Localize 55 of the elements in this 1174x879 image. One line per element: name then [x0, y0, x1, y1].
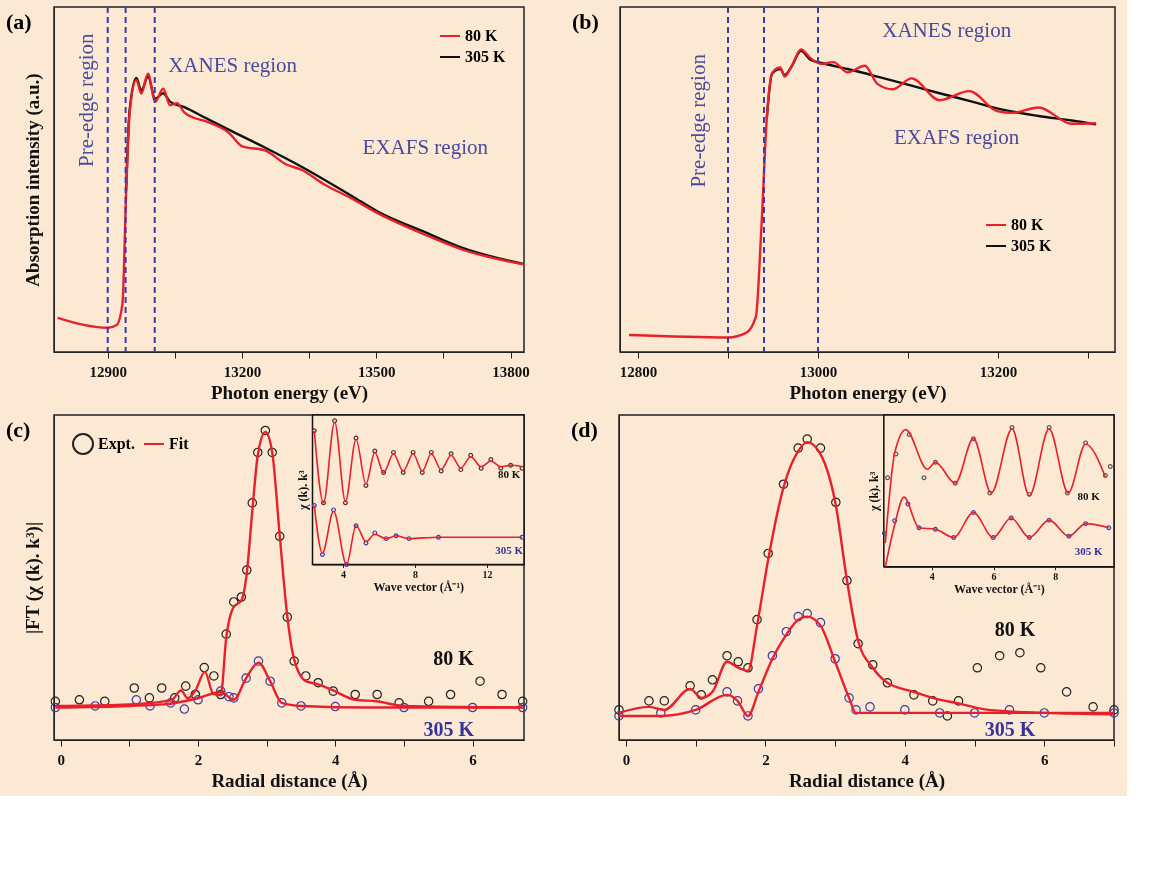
annotation: XANES region: [168, 52, 298, 77]
x-tick-label: 0: [57, 751, 66, 768]
x-axis-title: Wave vector (Å⁻¹): [954, 582, 1045, 597]
chart-title: (a): [6, 9, 32, 34]
x-tick-label: 2: [762, 751, 770, 768]
x-axis-title: Wave vector (Å⁻¹): [373, 580, 465, 594]
legend-label: 305 K: [1011, 237, 1052, 254]
chart-title: (c): [6, 417, 31, 443]
x-axis-title: Photon energy (eV): [789, 381, 947, 404]
annotation: 305 K: [1074, 544, 1104, 557]
legend-label: Expt.: [98, 435, 135, 453]
chart-title: (b): [572, 9, 599, 34]
x-tick-label: 4: [901, 751, 910, 768]
legend-label: Fit: [169, 435, 190, 452]
x-tick-label: 4: [332, 751, 341, 768]
annotation: EXAFS region: [362, 135, 489, 160]
x-axis-title: Radial distance (Å): [788, 769, 946, 792]
legend-label: 80 K: [1011, 216, 1044, 233]
x-tick-label: 13200: [979, 363, 1018, 380]
x-axis-title: Radial distance (Å): [211, 769, 368, 792]
x-tick-label: 6: [469, 751, 478, 768]
x-tick-label: 13000: [799, 363, 838, 380]
text: XANES region: [882, 18, 1012, 43]
x-tick-label: 12900: [89, 363, 127, 380]
chart-title: (d): [571, 417, 598, 443]
legend-label: 80 K: [465, 27, 498, 44]
annotation: 80 K: [433, 646, 475, 669]
x-tick-label: 13800: [492, 363, 530, 380]
x-axis-title: Photon energy (eV): [210, 381, 369, 404]
annotation: 305 K: [495, 544, 524, 557]
x-tick-label: 2: [194, 751, 203, 768]
x-tick-label: 4: [341, 569, 347, 580]
x-tick-label: 8: [413, 569, 419, 580]
x-tick-label: 6: [991, 571, 997, 583]
y-axis-title: |FT (χ (k). k³)|: [21, 521, 44, 635]
annotation: EXAFS region: [893, 125, 1020, 150]
x-tick-label: 13200: [223, 363, 262, 380]
annotation: 80 K: [994, 617, 1036, 640]
annotation: 80 K: [1077, 489, 1101, 502]
x-tick-label: 0: [622, 751, 631, 768]
x-tick-label: 8: [1053, 571, 1059, 583]
x-tick-label: 6: [1041, 751, 1050, 768]
legend-label: 305 K: [465, 48, 506, 65]
annotation: Pre-edge region: [73, 32, 98, 167]
x-tick-label: 12800: [619, 363, 658, 380]
annotation: 305 K: [984, 718, 1036, 741]
annotation: 80 K: [498, 467, 521, 480]
x-tick-label: 4: [929, 571, 935, 583]
x-tick-label: 12: [482, 569, 493, 580]
y-axis-title: χ (k). k³: [296, 470, 310, 511]
x-tick-label: 13500: [358, 363, 396, 380]
y-axis-title: χ (k). k³: [867, 471, 882, 513]
y-axis-title: Absorption intensity (a.u.): [21, 73, 44, 287]
annotation: 305 K: [423, 718, 475, 741]
annotation: Pre-edge region: [686, 53, 711, 188]
